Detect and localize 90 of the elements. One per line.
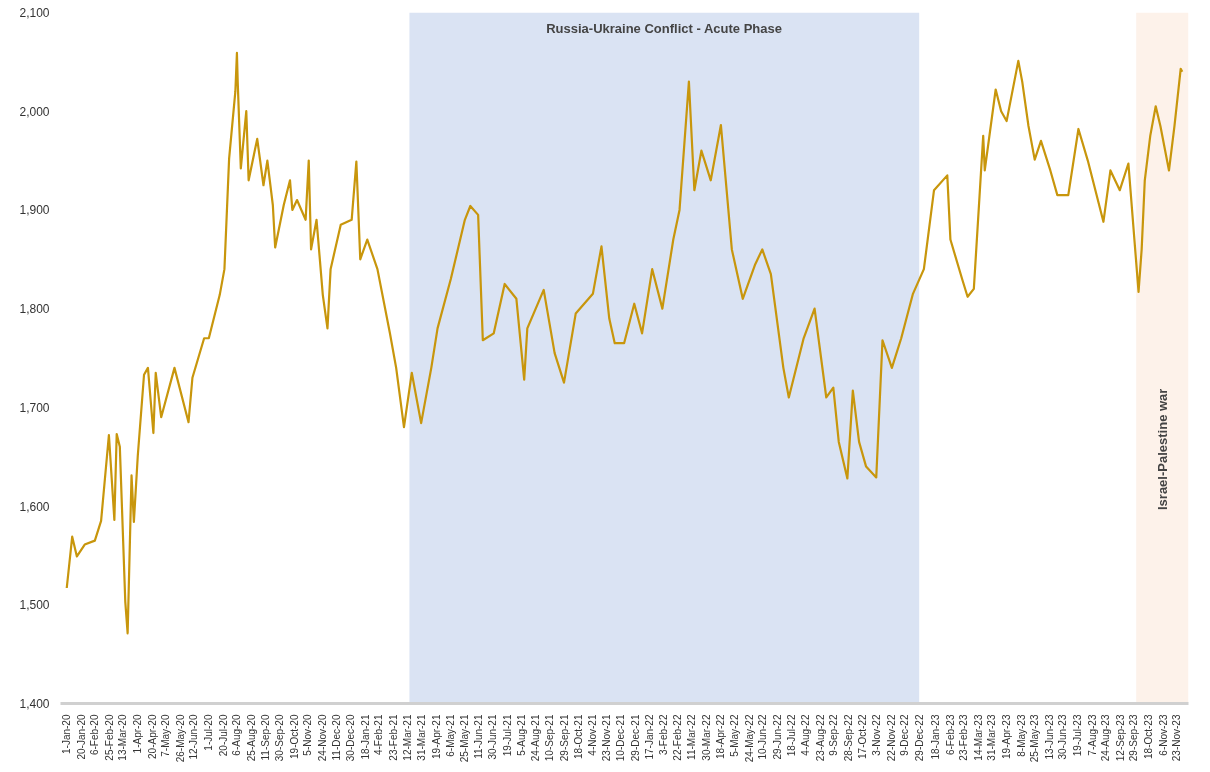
y-tick-label: 1,900 [19, 203, 50, 218]
x-tick-label: 19-Oct-20 [289, 714, 301, 759]
x-tick-label: 18-Jan-21 [360, 714, 372, 760]
x-tick-label: 6-Feb-23 [944, 714, 956, 756]
x-tick-label: 30-Dec-20 [345, 714, 357, 762]
x-tick-label: 25-May-21 [459, 714, 471, 763]
x-tick-label: 14-Mar-23 [973, 714, 985, 761]
x-tick-label: 9-Sep-22 [827, 714, 839, 756]
y-tick-label: 1,700 [19, 400, 50, 415]
x-tick-label: 20-Jul-20 [218, 714, 230, 757]
x-tick-label: 12-Sep-23 [1115, 714, 1127, 762]
x-tick-label: 25-Aug-20 [246, 714, 258, 762]
x-tick-label: 20-Jan-20 [76, 714, 88, 760]
x-tick-label: 24-Nov-20 [317, 714, 329, 762]
x-tick-label: 18-Jan-23 [930, 714, 942, 760]
x-tick-label: 31-Mar-21 [416, 714, 428, 761]
x-tick-label: 6-May-21 [444, 714, 456, 757]
x-tick-label: 18-Apr-22 [715, 714, 727, 759]
x-tick-label: 3-Feb-22 [657, 714, 669, 756]
x-tick-label: 5-Aug-21 [515, 714, 527, 756]
x-tick-label: 6-Nov-23 [1158, 714, 1170, 756]
x-tick-label: 13-Mar-20 [117, 714, 129, 761]
x-tick-label: 10-Jun-22 [756, 714, 768, 760]
x-tick-label: 22-Nov-22 [885, 714, 897, 762]
y-tick-label: 2,000 [19, 104, 50, 119]
x-tick-label: 20-Apr-20 [147, 714, 159, 759]
x-tick-label: 7-Aug-23 [1086, 714, 1098, 756]
x-tick-label: 24-May-22 [743, 714, 755, 763]
x-tick-label: 23-Aug-22 [814, 714, 826, 762]
x-tick-label: 18-Jul-22 [786, 714, 798, 757]
x-tick-label: 23-Nov-23 [1171, 714, 1183, 762]
x-tick-label: 3-Nov-22 [870, 714, 882, 756]
x-tick-label: 30-Jun-23 [1057, 714, 1069, 760]
x-tick-label: 10-Sep-21 [543, 714, 555, 762]
x-tick-label: 31-Mar-23 [986, 714, 998, 761]
band-label: Russia-Ukraine Conflict - Acute Phase [546, 20, 782, 36]
x-tick-label: 24-Aug-21 [530, 714, 542, 762]
x-tick-label: 11-Jun-21 [472, 714, 484, 759]
x-tick-label: 12-Jun-20 [188, 714, 200, 760]
y-tick-label: 1,400 [19, 697, 50, 711]
x-tick-label: 9-Dec-22 [898, 714, 910, 756]
x-tick-label: 30-Mar-22 [700, 714, 712, 761]
x-tick-label: 23-Feb-21 [388, 714, 400, 761]
x-tick-label: 1-Jan-20 [61, 714, 73, 754]
x-tick-label: 11-Sep-20 [259, 714, 271, 761]
x-tick-label: 28-Sep-22 [842, 714, 854, 762]
line-series [65, 51, 1184, 635]
x-tick-label: 19-Apr-23 [1001, 714, 1013, 759]
x-tick-label: 5-Nov-20 [302, 714, 314, 756]
y-tick-label: 1,800 [19, 302, 50, 317]
x-tick-label: 17-Oct-22 [857, 714, 869, 759]
x-tick-label: 19-Apr-21 [431, 714, 443, 759]
x-tick-label: 13-Jun-23 [1044, 714, 1056, 760]
x-tick-label: 11-Mar-22 [685, 714, 697, 760]
x-tick-label: 29-Jun-22 [771, 714, 783, 760]
x-tick-label: 24-Aug-23 [1100, 714, 1112, 762]
x-tick-label: 5-May-22 [728, 714, 740, 757]
x-tick-label: 17-Jan-22 [644, 714, 656, 760]
x-tick-label: 7-May-20 [160, 714, 172, 757]
x-tick-label: 10-Dec-21 [614, 714, 626, 762]
x-tick-label: 30-Jun-21 [487, 714, 499, 760]
x-tick-label: 23-Nov-21 [601, 714, 613, 762]
x-tick-label: 30-Sep-20 [274, 714, 286, 762]
x-tick-label: 1-Jul-20 [203, 714, 215, 751]
x-tick-label: 23-Feb-23 [958, 714, 970, 761]
x-tick-label: 18-Oct-23 [1143, 714, 1155, 759]
band-label: Israel-Palestine war [1154, 388, 1170, 511]
x-tick-label: 4-Nov-21 [586, 714, 598, 756]
x-tick-label: 29-Dec-22 [914, 714, 926, 762]
x-tick-label: 25-May-23 [1029, 714, 1041, 763]
x-tick-label: 19-Jul-21 [502, 714, 514, 757]
x-tick-label: 18-Oct-21 [573, 714, 585, 759]
x-tick-label: 4-Aug-22 [799, 714, 811, 756]
x-tick-label: 29-Dec-21 [629, 714, 641, 762]
x-tick-label: 1-Apr-20 [132, 714, 144, 754]
x-tick-label: 6-Feb-20 [89, 714, 101, 756]
x-tick-label: 29-Sep-23 [1128, 714, 1140, 762]
y-tick-label: 1,500 [19, 598, 50, 613]
y-tick-label: 2,100 [19, 6, 50, 20]
x-tick-label: 11-Dec-20 [330, 714, 342, 761]
x-tick-label: 8-May-23 [1015, 714, 1027, 757]
x-tick-label: 6-Aug-20 [231, 714, 243, 756]
x-tick-label: 29-Sep-21 [558, 714, 570, 762]
y-tick-label: 1,600 [19, 499, 50, 514]
x-tick-label: 12-Mar-21 [401, 714, 413, 761]
x-tick-label: 19-Jul-23 [1072, 714, 1084, 757]
x-tick-label: 25-Feb-20 [104, 714, 116, 761]
x-tick-label: 26-May-20 [175, 714, 187, 763]
x-tick-label: 4-Feb-21 [373, 714, 385, 756]
x-tick-label: 22-Feb-22 [672, 714, 684, 761]
